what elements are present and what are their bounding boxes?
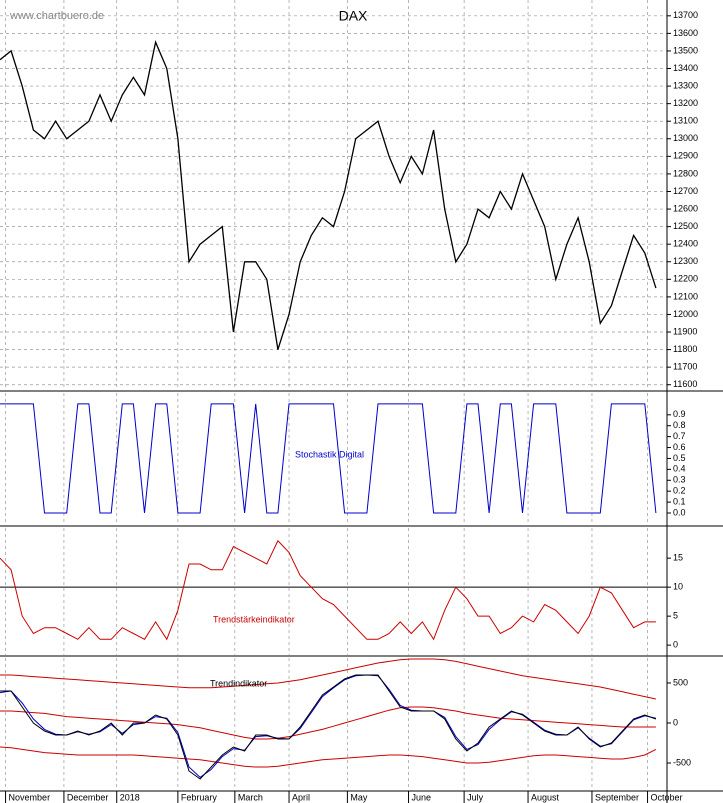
y-tick-label: 13400 [673, 63, 698, 73]
y-tick-label: 0.5 [673, 453, 686, 463]
chart-title: DAX [339, 8, 368, 24]
y-tick-label: 12600 [673, 203, 698, 213]
x-tick-label: May [350, 792, 368, 802]
x-tick-label: July [467, 792, 484, 802]
x-tick-label: April [292, 792, 310, 802]
y-tick-label: 13200 [673, 98, 698, 108]
y-tick-label: 0.0 [673, 507, 686, 517]
y-tick-label: 13100 [673, 116, 698, 126]
y-tick-label: 500 [673, 677, 688, 687]
series-line [0, 674, 657, 780]
series-line [0, 674, 657, 779]
y-tick-label: 0 [673, 717, 678, 727]
y-tick-label: 12200 [673, 274, 698, 284]
y-tick-label: 11800 [673, 344, 697, 354]
y-tick-label: 0.1 [673, 496, 686, 506]
y-tick-label: 10 [673, 582, 683, 592]
y-tick-label: 12900 [673, 151, 698, 161]
x-tick-label: September [595, 792, 639, 802]
y-tick-label: -500 [673, 757, 691, 767]
x-tick-label: March [238, 792, 263, 802]
y-tick-label: 0.8 [673, 420, 686, 430]
y-tick-label: 0.9 [673, 409, 686, 419]
panel-label: Trendindikator [210, 678, 267, 688]
series-line [0, 40, 657, 350]
series-line [0, 658, 657, 700]
y-tick-label: 12100 [673, 291, 698, 301]
y-tick-label: 12700 [673, 186, 698, 196]
y-tick-label: 0.4 [673, 464, 686, 474]
y-tick-label: 12300 [673, 256, 698, 266]
y-tick-label: 0.6 [673, 442, 686, 452]
y-tick-label: 12000 [673, 309, 698, 319]
y-tick-label: 12400 [673, 239, 698, 249]
series-line [0, 706, 656, 740]
y-tick-label: 13700 [673, 10, 698, 20]
y-tick-label: 11700 [673, 362, 697, 372]
y-tick-label: 0.3 [673, 475, 686, 485]
y-tick-label: 0 [673, 640, 678, 650]
y-tick-label: 0.7 [673, 431, 686, 441]
y-tick-label: 12500 [673, 221, 698, 231]
y-tick-label: 13600 [673, 28, 698, 38]
series-line [0, 403, 657, 514]
x-tick-label: 2018 [120, 792, 140, 802]
panel-label: Stochastik Digital [295, 449, 364, 459]
x-tick-label: June [412, 792, 432, 802]
y-tick-label: 11600 [673, 379, 697, 389]
x-tick-label: November [9, 792, 51, 802]
x-tick-label: February [181, 792, 218, 802]
y-tick-label: 0.2 [673, 486, 686, 496]
y-tick-label: 13500 [673, 45, 698, 55]
y-tick-label: 5 [673, 611, 678, 621]
x-tick-label: December [67, 792, 109, 802]
source: www.chartbuero.de [9, 10, 104, 22]
panel-label: Trendstärkeindikator [213, 614, 295, 624]
y-tick-label: 15 [673, 553, 683, 563]
series-line [0, 539, 656, 641]
y-tick-label: 11900 [673, 326, 697, 336]
series-line [0, 746, 657, 768]
y-tick-label: 12800 [673, 168, 698, 178]
y-tick-label: 13300 [673, 80, 698, 90]
y-tick-label: 13000 [673, 133, 698, 143]
x-tick-label: August [531, 792, 560, 802]
